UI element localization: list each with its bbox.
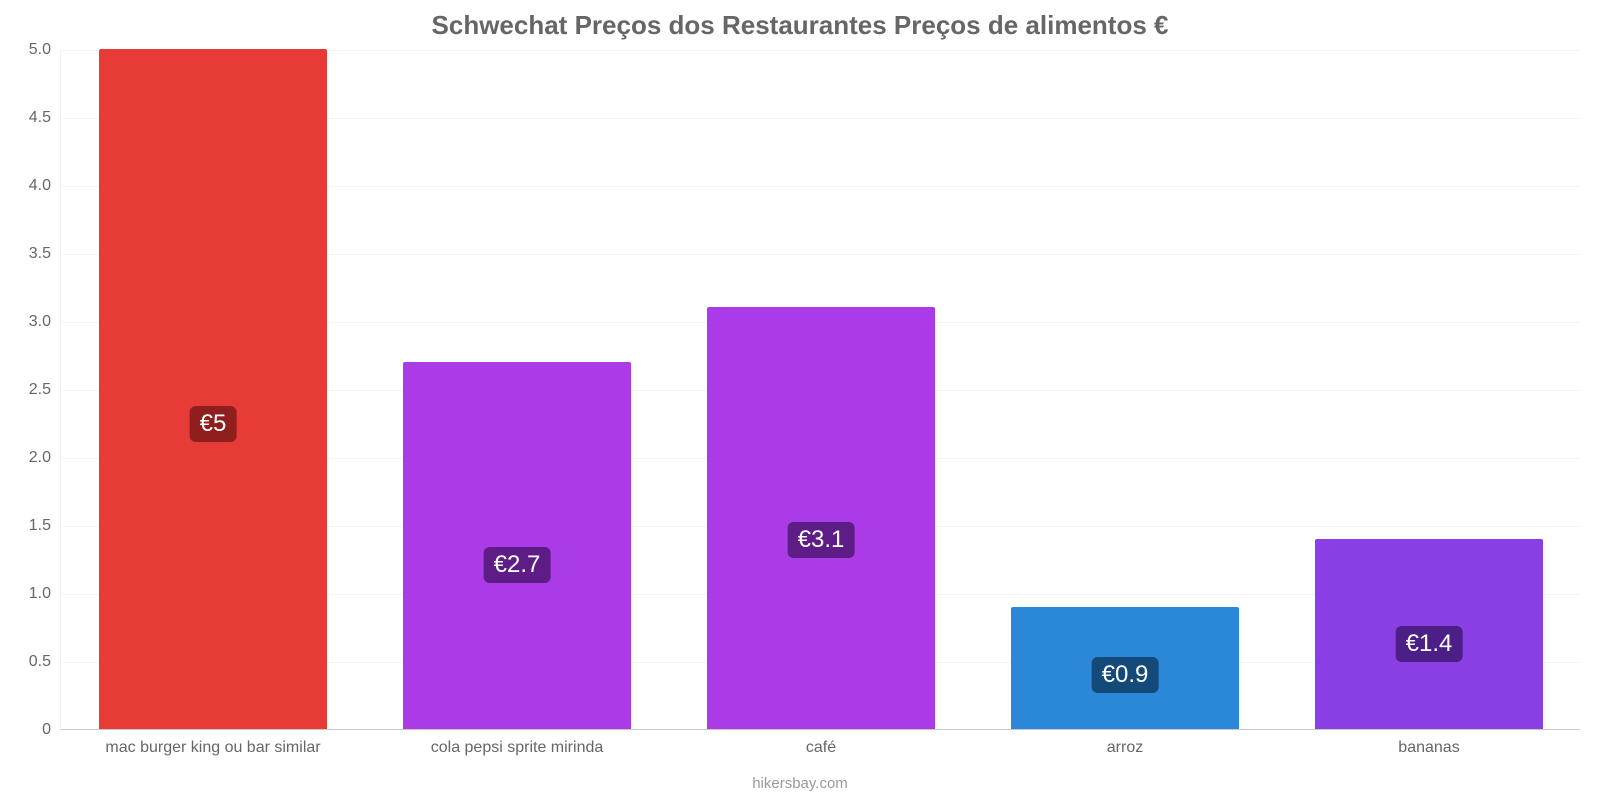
y-tick-label: 5.0 [29,41,61,59]
value-badge: €5 [190,406,237,442]
y-tick-label: 2.0 [29,449,61,467]
chart-title: Schwechat Preços dos Restaurantes Preços… [0,10,1600,41]
y-tick-label: 3.0 [29,313,61,331]
y-tick-label: 4.0 [29,177,61,195]
y-tick-label: 0 [42,721,61,739]
y-tick-label: 4.5 [29,109,61,127]
bar [99,49,327,729]
chart-footer: hikersbay.com [0,775,1600,792]
value-badge: €3.1 [788,522,855,558]
y-tick-label: 2.5 [29,381,61,399]
bar-chart: Schwechat Preços dos Restaurantes Preços… [0,0,1600,800]
bar [707,307,935,729]
x-tick-label: bananas [1398,729,1459,757]
y-tick-label: 1.0 [29,585,61,603]
plot-area: 00.51.01.52.02.53.03.54.04.55.0€5mac bur… [60,50,1580,730]
bar [403,362,631,729]
y-tick-label: 1.5 [29,517,61,535]
x-tick-label: mac burger king ou bar similar [105,729,320,757]
x-tick-label: cola pepsi sprite mirinda [431,729,604,757]
y-tick-label: 3.5 [29,245,61,263]
x-tick-label: café [806,729,836,757]
value-badge: €0.9 [1092,657,1159,693]
y-tick-label: 0.5 [29,653,61,671]
value-badge: €2.7 [484,547,551,583]
x-tick-label: arroz [1107,729,1143,757]
value-badge: €1.4 [1396,626,1463,662]
